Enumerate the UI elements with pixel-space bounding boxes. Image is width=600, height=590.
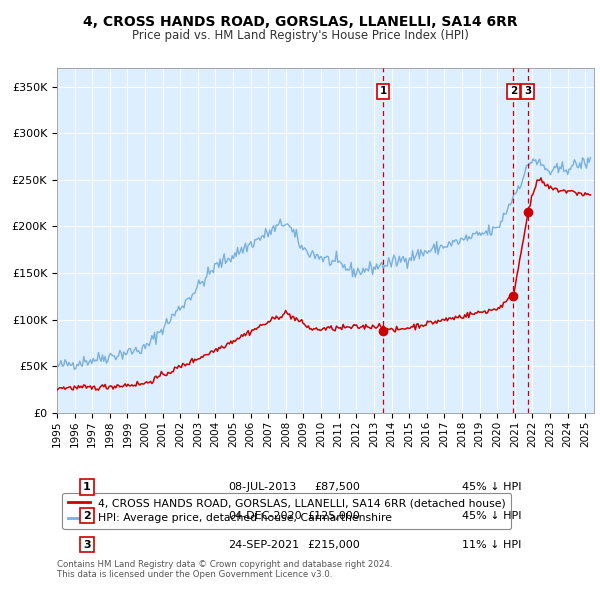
- Text: 3: 3: [83, 540, 91, 549]
- Text: 4, CROSS HANDS ROAD, GORSLAS, LLANELLI, SA14 6RR: 4, CROSS HANDS ROAD, GORSLAS, LLANELLI, …: [83, 15, 517, 29]
- Text: 11% ↓ HPI: 11% ↓ HPI: [462, 540, 521, 549]
- Text: £125,000: £125,000: [307, 511, 360, 520]
- Text: 1: 1: [379, 86, 386, 96]
- Text: Price paid vs. HM Land Registry's House Price Index (HPI): Price paid vs. HM Land Registry's House …: [131, 30, 469, 42]
- Text: 2: 2: [83, 511, 91, 520]
- Text: £87,500: £87,500: [314, 482, 360, 491]
- Text: 24-SEP-2021: 24-SEP-2021: [228, 540, 299, 549]
- Text: 45% ↓ HPI: 45% ↓ HPI: [462, 511, 521, 520]
- Text: 3: 3: [524, 86, 531, 96]
- Text: 04-DEC-2020: 04-DEC-2020: [228, 511, 302, 520]
- Text: 08-JUL-2013: 08-JUL-2013: [228, 482, 296, 491]
- Text: 1: 1: [83, 482, 91, 491]
- Text: 45% ↓ HPI: 45% ↓ HPI: [462, 482, 521, 491]
- Text: Contains HM Land Registry data © Crown copyright and database right 2024.
This d: Contains HM Land Registry data © Crown c…: [57, 560, 392, 579]
- Legend: 4, CROSS HANDS ROAD, GORSLAS, LLANELLI, SA14 6RR (detached house), HPI: Average : 4, CROSS HANDS ROAD, GORSLAS, LLANELLI, …: [62, 493, 511, 529]
- Text: 2: 2: [510, 86, 517, 96]
- Text: £215,000: £215,000: [307, 540, 360, 549]
